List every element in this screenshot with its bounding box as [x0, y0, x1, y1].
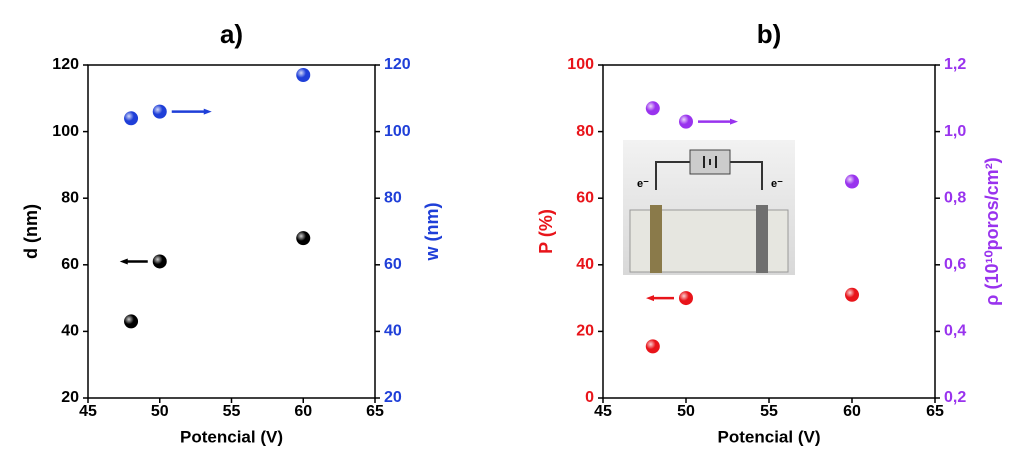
y2-tick-label: 100 [384, 123, 411, 140]
point-highlight [845, 287, 859, 302]
y2-tick-label: 1,0 [944, 123, 966, 140]
axis-arrow-head [203, 108, 212, 115]
point-highlight [152, 254, 167, 269]
y2-tick-label: 0,2 [944, 389, 966, 406]
electrode [650, 205, 662, 273]
y2-tick-label: 80 [384, 189, 402, 206]
x-tick-label: 60 [843, 403, 861, 420]
point-highlight [124, 314, 139, 329]
axis-arrow-head [646, 295, 654, 302]
electrode [756, 205, 768, 273]
wire [655, 161, 690, 190]
y-tick-label: 100 [567, 56, 594, 73]
x-tick-label: 60 [294, 403, 312, 420]
x-axis-label: Potencial (V) [718, 427, 821, 446]
chart-title: b) [757, 19, 782, 49]
x-tick-label: 55 [223, 403, 241, 420]
y-tick-label: 60 [61, 256, 79, 273]
point-highlight [679, 291, 693, 306]
y2-tick-label: 20 [384, 389, 402, 406]
inset-label: e⁻ [637, 178, 649, 190]
chart-panel: b) 45 50 55 60 65 0 20 40 60 80 100 0,2 0,4 0,6 0,8 1,0 1… [536, 19, 1002, 447]
y2-tick-label: 0,4 [944, 323, 966, 340]
axis-arrow-head [730, 118, 738, 125]
x-tick-label: 45 [594, 403, 612, 420]
inset-illustration: e⁻ e⁻ [623, 140, 795, 275]
x-tick-label: 65 [926, 403, 944, 420]
x-tick-label: 50 [151, 403, 169, 420]
y2-tick-label: 1,2 [944, 56, 966, 73]
y-tick-label: 120 [52, 56, 79, 73]
y2-tick-label: 120 [384, 56, 411, 73]
y2-tick-label: 60 [384, 256, 402, 273]
point-highlight [845, 174, 859, 189]
chart-title: a) [220, 19, 243, 49]
x-tick-label: 65 [366, 403, 384, 420]
y-tick-label: 40 [576, 256, 594, 273]
y2-tick-label: 0,6 [944, 256, 966, 273]
y-tick-label: 80 [61, 189, 79, 206]
point-highlight [152, 104, 167, 119]
y2-tick-label: 40 [384, 323, 402, 340]
y2-axis-label: ρ (10¹⁰poros/cm²) [982, 157, 1002, 305]
chart-panel: a)45 50 55 60 652040608010012020406080100120… [21, 19, 442, 447]
inset-label: e⁻ [771, 178, 783, 190]
point-highlight [296, 231, 311, 246]
y-tick-label: 100 [52, 123, 79, 140]
y-tick-label: 80 [576, 123, 594, 140]
y-tick-label: 0 [585, 389, 594, 406]
x-tick-label: 45 [79, 403, 97, 420]
x-tick-label: 55 [760, 403, 778, 420]
y-axis-label: d (nm) [21, 204, 41, 259]
y-tick-label: 60 [576, 189, 594, 206]
wire [730, 161, 763, 190]
y2-tick-label: 0,8 [944, 189, 966, 206]
y-tick-label: 40 [61, 323, 79, 340]
y-axis-label: P (%) [536, 209, 556, 254]
x-axis-label: Potencial (V) [180, 427, 283, 446]
point-highlight [645, 101, 660, 116]
axis-arrow-head [119, 258, 128, 265]
y2-axis-label: w (nm) [422, 203, 442, 262]
point-highlight [679, 114, 693, 129]
y-tick-label: 20 [576, 323, 594, 340]
point-highlight [296, 67, 311, 82]
point-highlight [124, 111, 139, 126]
point-highlight [645, 339, 660, 354]
y-tick-label: 20 [61, 389, 79, 406]
x-tick-label: 50 [677, 403, 695, 420]
